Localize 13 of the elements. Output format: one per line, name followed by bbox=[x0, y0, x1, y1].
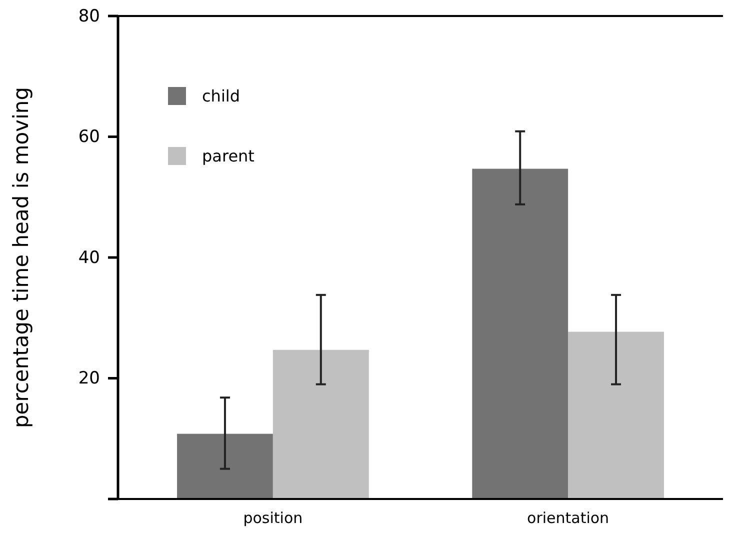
bar bbox=[272, 350, 369, 499]
legend-label: child bbox=[202, 86, 240, 106]
y-tick-label: 20 bbox=[78, 368, 100, 389]
y-axis-title: percentage time head is moving bbox=[9, 86, 33, 428]
bar bbox=[177, 434, 273, 499]
y-tick-label: 60 bbox=[78, 127, 100, 148]
y-tick-label: 80 bbox=[78, 6, 100, 26]
bar bbox=[472, 168, 568, 499]
x-tick-label: orientation bbox=[527, 509, 610, 527]
y-tick-label: 40 bbox=[78, 248, 100, 268]
legend-label: parent bbox=[202, 146, 254, 166]
x-tick-label: position bbox=[243, 509, 303, 527]
bar bbox=[568, 332, 664, 499]
